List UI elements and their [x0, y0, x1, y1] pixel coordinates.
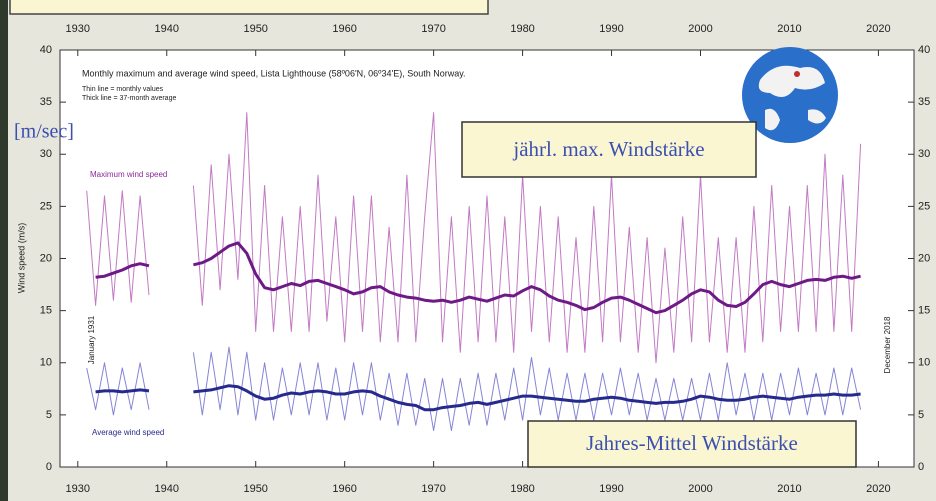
note: Thin line = monthly values: [82, 86, 164, 93]
note: Thick line = 37-month average: [82, 95, 176, 102]
globe-land: [758, 65, 826, 131]
x-tick-label: 2020: [866, 483, 890, 495]
x-tick-label: 2000: [688, 23, 712, 35]
y-axis-label: Wind speed (m/s): [16, 223, 26, 294]
y-tick-label: 25: [40, 200, 52, 212]
x-tick-label: 1970: [421, 483, 445, 495]
x-tick-label: 2000: [688, 483, 712, 495]
y-tick-label: 20: [40, 252, 52, 264]
annotation-box: [461, 121, 757, 178]
x-tick-label: 1980: [510, 23, 534, 35]
y-tick-label: 40: [40, 44, 52, 56]
x-tick-label: 1990: [599, 483, 623, 495]
x-tick-label: 1940: [155, 23, 179, 35]
y-tick-label: 5: [918, 409, 924, 421]
x-tick-label: 1990: [599, 23, 623, 35]
x-tick-label: 1930: [66, 483, 90, 495]
y-tick-label: 25: [918, 200, 930, 212]
marks: [60, 49, 914, 468]
y-tick-label: 20: [918, 252, 930, 264]
x-tick-label: 1930: [66, 23, 90, 35]
y-tick-label: 35: [918, 96, 930, 108]
y-tick-label: 0: [46, 461, 52, 473]
x-tick-label: 1950: [243, 23, 267, 35]
header-box: [9, 0, 489, 15]
x-tick-label: 1950: [243, 483, 267, 495]
y-tick-label: 30: [918, 148, 930, 160]
y-tick-label: 15: [40, 305, 52, 317]
chart-title: Monthly maximum and average wind speed, …: [82, 68, 466, 78]
location-dot: [794, 71, 800, 77]
x-tick-label: 1960: [332, 23, 356, 35]
x-tick-label: 1960: [332, 483, 356, 495]
y-tick-label: 30: [40, 148, 52, 160]
y-tick-label: 35: [40, 96, 52, 108]
annotation: Jahres-Mittel Windstärke: [586, 431, 798, 455]
monthly-line: [86, 112, 862, 364]
average-line: [95, 241, 861, 315]
x-tick-label: 2010: [777, 483, 801, 495]
y-tick-label: 15: [918, 305, 930, 317]
y-tick-label: 10: [918, 357, 930, 369]
y-tick-label: 40: [918, 44, 930, 56]
x-tick-label: 2010: [777, 23, 801, 35]
x-tick-label: 2020: [866, 23, 890, 35]
y-tick-label: 5: [46, 409, 52, 421]
y-tick-label: 10: [40, 357, 52, 369]
average-line: [95, 384, 861, 412]
annotation-box: [527, 420, 857, 468]
end-label: December 2018: [883, 316, 892, 373]
y-tick-label: 0: [918, 461, 924, 473]
x-tick-label: 1970: [421, 23, 445, 35]
series-label: Maximum wind speed: [90, 170, 167, 179]
annotation: jährl. max. Windstärke: [512, 137, 704, 161]
series-label: Average wind speed: [92, 428, 164, 437]
x-tick-label: 1980: [510, 483, 534, 495]
start-label: January 1931: [87, 315, 96, 364]
x-tick-label: 1940: [155, 483, 179, 495]
unit-annotation: [m/sec]: [14, 121, 74, 143]
